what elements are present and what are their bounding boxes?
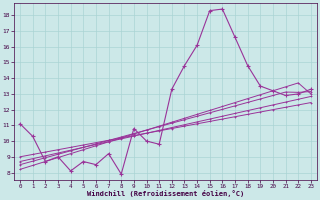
X-axis label: Windchill (Refroidissement éolien,°C): Windchill (Refroidissement éolien,°C) bbox=[87, 190, 244, 197]
